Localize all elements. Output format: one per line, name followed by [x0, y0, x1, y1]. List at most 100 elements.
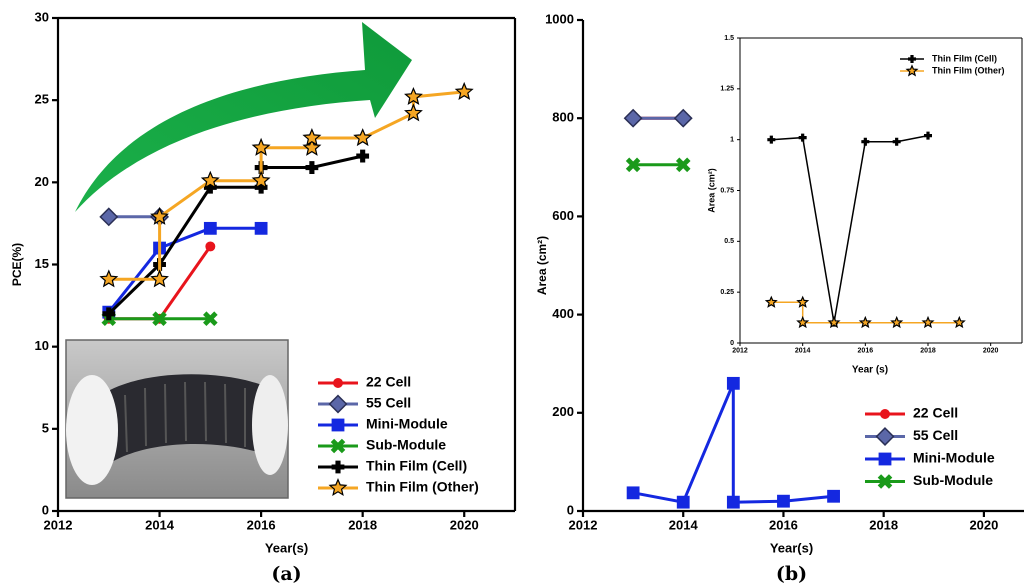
y-tick-label: 600 — [552, 208, 574, 223]
x-tick-label: 2018 — [920, 348, 936, 355]
marker — [673, 108, 693, 128]
legend-marker — [331, 418, 345, 432]
marker — [152, 311, 167, 327]
marker — [858, 315, 872, 329]
marker — [254, 221, 268, 235]
y-tick-label: 1 — [730, 137, 734, 144]
y-tick-label: 30 — [35, 9, 49, 24]
x-tick-label: 2014 — [669, 518, 699, 533]
legend-label: Thin Film (Other) — [366, 479, 479, 495]
marker — [203, 221, 217, 235]
panel-label: (b) — [776, 563, 807, 585]
y-tick-label: 1.5 — [724, 35, 734, 42]
y-tick-label: 25 — [35, 92, 49, 107]
photo-inset — [65, 339, 289, 499]
panel-label: (a) — [271, 563, 301, 585]
y-tick-label: 0 — [567, 502, 574, 517]
x-tick-label: 2020 — [969, 518, 998, 533]
x-tick-label: 2014 — [795, 348, 811, 355]
panel: 0 200 400 600 800 1000 2012 2014 2016 2018 2020 Yea… — [535, 11, 1024, 585]
marker — [99, 269, 119, 288]
panel: 0 5 10 15 20 25 30 2012 2014 2016 2018 2020 Year(s) P… — [10, 9, 517, 585]
y-tick-label: 0.25 — [720, 289, 734, 296]
marker — [726, 495, 740, 509]
x-tick-label: 2012 — [732, 348, 748, 355]
series-line — [107, 226, 262, 314]
marker — [625, 157, 641, 173]
marker — [203, 311, 218, 327]
legend-label: 55 Cell — [913, 427, 958, 443]
x-tick-label: 2018 — [869, 518, 898, 533]
marker — [796, 315, 810, 329]
y-tick-label: 1000 — [545, 11, 574, 26]
legend-marker — [330, 438, 346, 454]
y-tick-label: 0.5 — [724, 238, 734, 245]
marker — [102, 307, 116, 321]
legend-marker — [875, 427, 895, 446]
y-axis-label: Area (cm²) — [535, 236, 549, 295]
y-tick-label: 800 — [552, 110, 574, 125]
x-axis-label: Year(s) — [770, 540, 813, 555]
x-tick-label: 2012 — [569, 518, 598, 533]
marker — [767, 135, 776, 144]
marker — [798, 133, 807, 142]
legend-label: Sub-Module — [913, 472, 993, 488]
marker — [861, 137, 870, 146]
x-tick-label: 2016 — [769, 518, 798, 533]
legend-marker — [331, 460, 345, 474]
legend-marker — [905, 64, 919, 77]
x-tick-label: 2014 — [145, 518, 175, 533]
legend-marker — [333, 378, 343, 388]
x-tick-label: 2016 — [858, 348, 874, 355]
x-tick-label: 2020 — [450, 518, 479, 533]
marker — [302, 137, 322, 156]
marker — [404, 103, 423, 122]
marker — [726, 376, 740, 390]
y-tick-label: 0 — [42, 502, 49, 517]
marker — [251, 170, 271, 189]
marker — [626, 486, 640, 500]
legend-label: Thin Film (Cell) — [366, 458, 467, 474]
marker — [205, 241, 216, 252]
y-tick-label: 0 — [730, 340, 734, 347]
y-tick-label: 400 — [552, 306, 574, 321]
marker — [921, 315, 935, 329]
marker — [150, 206, 169, 225]
x-tick-label: 2020 — [983, 348, 999, 355]
legend-marker — [878, 452, 892, 466]
legend-marker — [880, 409, 890, 419]
marker — [764, 295, 778, 308]
marker — [924, 131, 932, 140]
x-tick-label: 2018 — [348, 518, 377, 533]
marker — [150, 269, 169, 288]
y-tick-label: 15 — [35, 256, 49, 271]
marker — [623, 108, 643, 128]
inset-background — [740, 38, 1022, 343]
legend-label: Thin Film (Other) — [932, 65, 1005, 75]
legend-label: 22 Cell — [366, 374, 411, 390]
marker — [777, 494, 790, 508]
legend-label: Mini-Module — [913, 450, 995, 466]
legend-marker — [908, 55, 916, 63]
x-tick-label: 2012 — [44, 518, 73, 533]
marker — [675, 157, 691, 173]
marker — [356, 149, 370, 163]
marker — [890, 315, 904, 329]
y-tick-label: 0.75 — [720, 187, 734, 194]
series-line — [771, 134, 929, 323]
legend-label: 22 Cell — [913, 405, 958, 421]
y-tick-label: 20 — [35, 174, 49, 189]
marker — [952, 315, 966, 329]
y-tick-label: 200 — [552, 404, 574, 419]
marker — [302, 128, 322, 147]
y-axis-label: PCE(%) — [10, 243, 24, 286]
legend-marker — [328, 478, 348, 497]
legend-label: Sub-Module — [366, 437, 446, 453]
series-line — [771, 301, 960, 324]
marker — [353, 128, 373, 147]
marker — [827, 315, 841, 329]
marker — [454, 81, 474, 100]
y-tick-label: 5 — [42, 420, 49, 435]
legend-label: 55 Cell — [366, 395, 411, 411]
